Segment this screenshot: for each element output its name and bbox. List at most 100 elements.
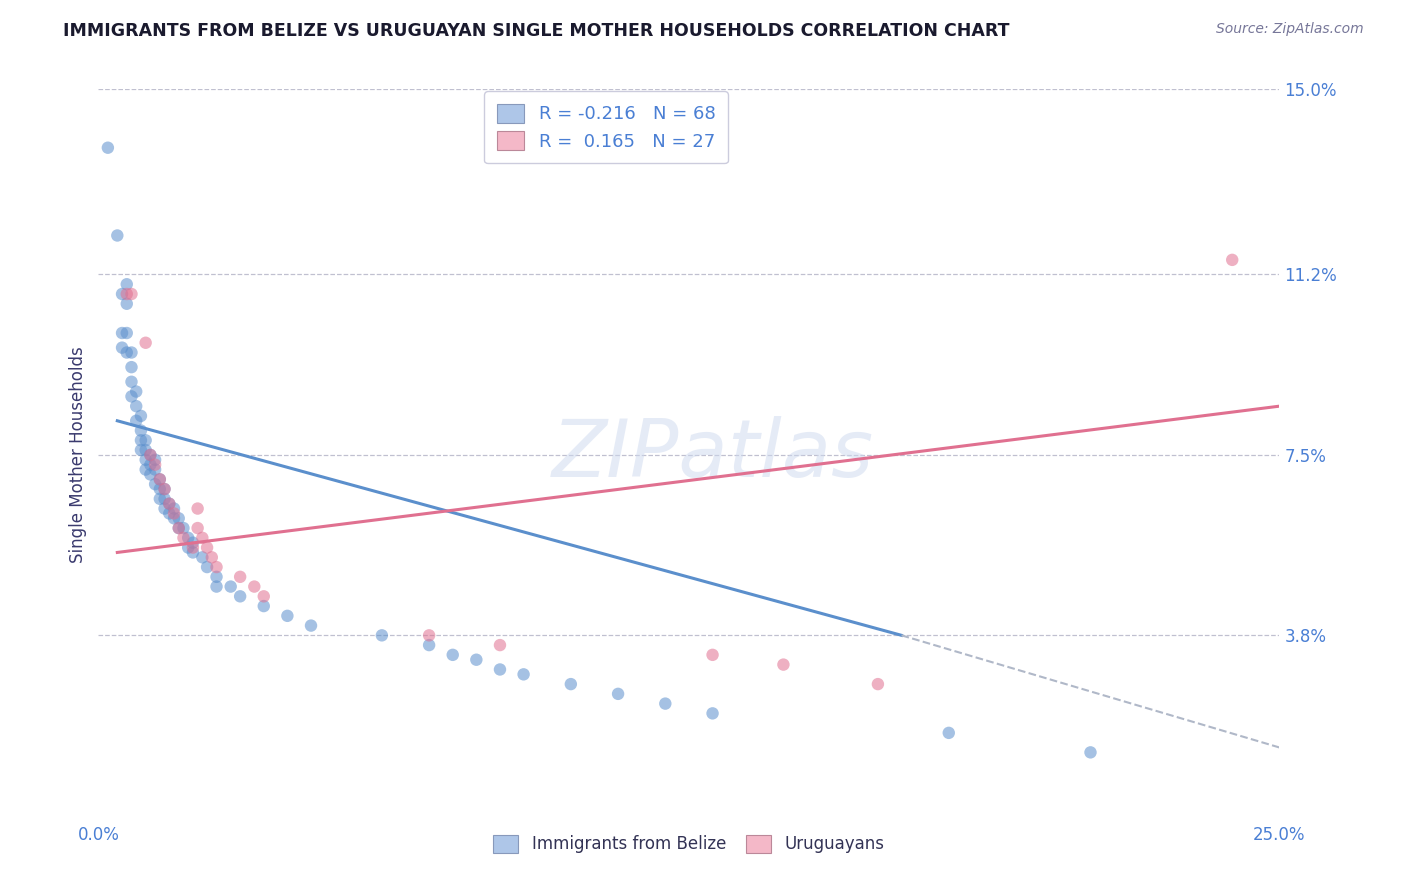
Point	[167, 521, 190, 535]
Point	[253, 599, 276, 613]
Point	[276, 608, 298, 623]
Point	[129, 443, 152, 458]
Point	[125, 414, 148, 428]
Point	[121, 375, 143, 389]
Point	[121, 345, 143, 359]
Point	[125, 399, 148, 413]
Point	[418, 638, 440, 652]
Point	[560, 677, 582, 691]
Point	[149, 472, 172, 486]
Point	[163, 511, 186, 525]
Point	[129, 424, 152, 438]
Point	[201, 550, 224, 565]
Legend: Immigrants from Belize, Uruguayans: Immigrants from Belize, Uruguayans	[486, 828, 891, 860]
Point	[135, 434, 157, 448]
Point	[139, 458, 162, 472]
Point	[229, 570, 252, 584]
Y-axis label: Single Mother Households: Single Mother Households	[69, 347, 87, 563]
Point	[654, 697, 676, 711]
Point	[229, 590, 252, 604]
Point	[167, 511, 190, 525]
Point	[172, 521, 194, 535]
Point	[139, 448, 162, 462]
Point	[129, 434, 152, 448]
Point	[187, 501, 209, 516]
Point	[115, 287, 138, 301]
Point	[153, 491, 176, 506]
Point	[129, 409, 152, 423]
Point	[125, 384, 148, 399]
Point	[219, 580, 242, 594]
Point	[157, 497, 180, 511]
Text: Source: ZipAtlas.com: Source: ZipAtlas.com	[1216, 22, 1364, 37]
Point	[167, 521, 190, 535]
Point	[149, 472, 172, 486]
Point	[1080, 745, 1102, 759]
Point	[143, 477, 166, 491]
Point	[607, 687, 630, 701]
Text: IMMIGRANTS FROM BELIZE VS URUGUAYAN SINGLE MOTHER HOUSEHOLDS CORRELATION CHART: IMMIGRANTS FROM BELIZE VS URUGUAYAN SING…	[63, 22, 1010, 40]
Point	[135, 462, 157, 476]
Point	[205, 570, 228, 584]
Point	[702, 648, 724, 662]
Point	[149, 491, 172, 506]
Point	[441, 648, 464, 662]
Point	[191, 531, 214, 545]
Point	[157, 497, 180, 511]
Point	[163, 501, 186, 516]
Point	[866, 677, 889, 691]
Point	[115, 297, 138, 311]
Point	[105, 228, 128, 243]
Point	[187, 521, 209, 535]
Point	[143, 458, 166, 472]
Point	[111, 326, 134, 340]
Point	[139, 467, 162, 482]
Point	[97, 141, 120, 155]
Point	[172, 531, 194, 545]
Point	[121, 287, 143, 301]
Point	[177, 531, 200, 545]
Point	[135, 443, 157, 458]
Text: ZIPatlas: ZIPatlas	[551, 416, 873, 494]
Point	[135, 335, 157, 350]
Point	[253, 590, 276, 604]
Point	[157, 507, 180, 521]
Point	[115, 345, 138, 359]
Point	[139, 448, 162, 462]
Point	[135, 452, 157, 467]
Point	[181, 545, 204, 559]
Point	[153, 482, 176, 496]
Point	[299, 618, 322, 632]
Point	[111, 287, 134, 301]
Point	[418, 628, 440, 642]
Point	[149, 482, 172, 496]
Point	[195, 541, 218, 555]
Point	[465, 653, 488, 667]
Point	[153, 501, 176, 516]
Point	[121, 389, 143, 403]
Point	[191, 550, 214, 565]
Point	[177, 541, 200, 555]
Point	[205, 580, 228, 594]
Point	[163, 507, 186, 521]
Point	[702, 706, 724, 721]
Point	[153, 482, 176, 496]
Point	[205, 560, 228, 574]
Point	[181, 535, 204, 549]
Point	[195, 560, 218, 574]
Point	[938, 726, 960, 740]
Point	[1220, 252, 1243, 267]
Point	[243, 580, 266, 594]
Point	[772, 657, 794, 672]
Point	[489, 663, 512, 677]
Point	[181, 541, 204, 555]
Point	[489, 638, 512, 652]
Point	[512, 667, 534, 681]
Point	[371, 628, 394, 642]
Point	[143, 462, 166, 476]
Point	[115, 326, 138, 340]
Point	[111, 341, 134, 355]
Point	[121, 360, 143, 375]
Point	[115, 277, 138, 292]
Point	[143, 452, 166, 467]
